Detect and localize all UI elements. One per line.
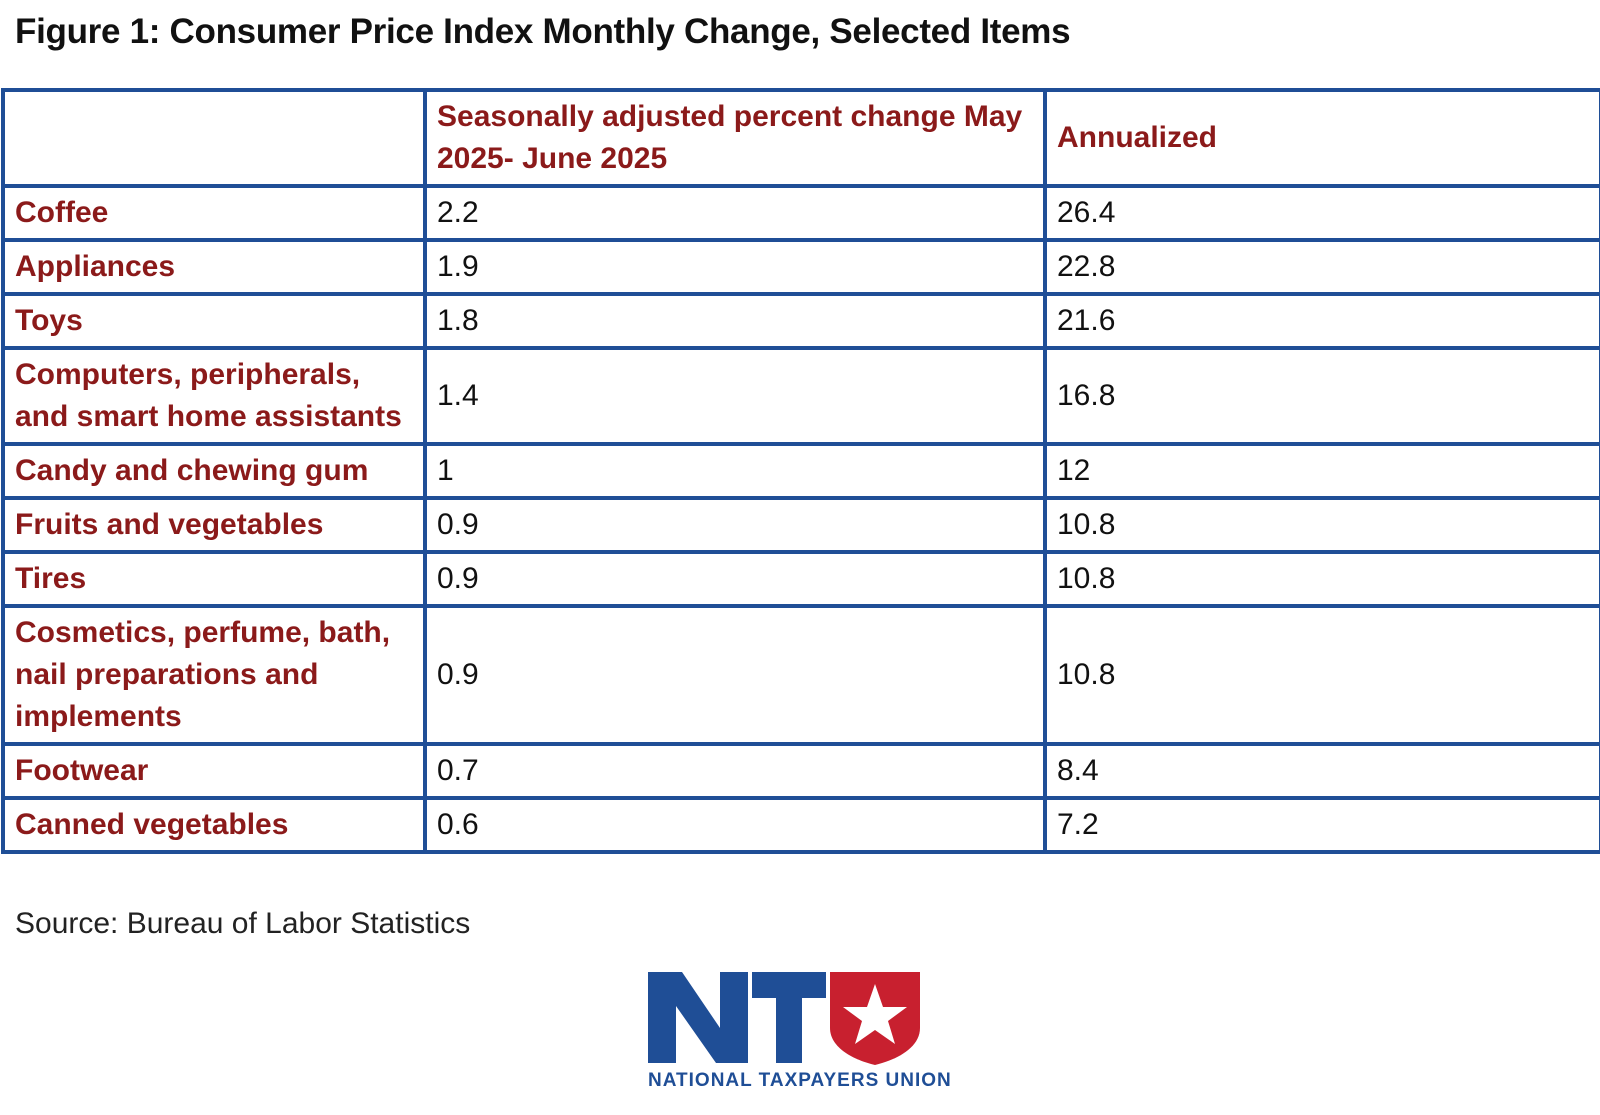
monthly-change-value: 1.8 (423, 292, 1047, 350)
table-row: Tires 0.9 10.8 (1, 550, 1600, 608)
figure-title: Figure 1: Consumer Price Index Monthly C… (15, 12, 1071, 51)
item-label: Fruits and vegetables (1, 496, 427, 554)
table-row: Candy and chewing gum 1 12 (1, 442, 1600, 500)
logo-letter-t (752, 972, 826, 1063)
annualized-value: 7.2 (1043, 796, 1600, 854)
cpi-table: Seasonally adjusted percent change May 2… (1, 88, 1600, 854)
logo-text: NATIONAL TAXPAYERS UNION (648, 1070, 952, 1091)
monthly-change-value: 0.9 (423, 496, 1047, 554)
table-row: Footwear 0.7 8.4 (1, 742, 1600, 800)
monthly-change-value: 0.9 (423, 604, 1047, 746)
annualized-value: 10.8 (1043, 550, 1600, 608)
table-row: Cosmetics, perfume, bath, nail preparati… (1, 604, 1600, 746)
monthly-change-value: 0.6 (423, 796, 1047, 854)
header-monthly-change: Seasonally adjusted percent change May 2… (423, 88, 1047, 188)
item-label: Coffee (1, 184, 427, 242)
monthly-change-value: 1 (423, 442, 1047, 500)
table-row: Coffee 2.2 26.4 (1, 184, 1600, 242)
source-note: Source: Bureau of Labor Statistics (15, 907, 471, 940)
table-row: Toys 1.8 21.6 (1, 292, 1600, 350)
ntu-logo: NATIONAL TAXPAYERS UNION (648, 970, 952, 1100)
monthly-change-value: 1.9 (423, 238, 1047, 296)
monthly-change-value: 0.7 (423, 742, 1047, 800)
annualized-value: 26.4 (1043, 184, 1600, 242)
annualized-value: 16.8 (1043, 346, 1600, 446)
star-icon (843, 984, 907, 1044)
header-item (1, 88, 427, 188)
annualized-value: 10.8 (1043, 496, 1600, 554)
item-label: Tires (1, 550, 427, 608)
item-label: Canned vegetables (1, 796, 427, 854)
ntu-logo-mark (648, 972, 920, 1065)
item-label: Footwear (1, 742, 427, 800)
table-row: Appliances 1.9 22.8 (1, 238, 1600, 296)
annualized-value: 22.8 (1043, 238, 1600, 296)
item-label: Appliances (1, 238, 427, 296)
item-label: Toys (1, 292, 427, 350)
annualized-value: 10.8 (1043, 604, 1600, 746)
annualized-value: 21.6 (1043, 292, 1600, 350)
item-label: Computers, peripherals, and smart home a… (1, 346, 427, 446)
cpi-table-container: Seasonally adjusted percent change May 2… (1, 88, 1600, 854)
table-row: Computers, peripherals, and smart home a… (1, 346, 1600, 446)
annualized-value: 12 (1043, 442, 1600, 500)
monthly-change-value: 2.2 (423, 184, 1047, 242)
logo-letter-n (648, 972, 748, 1063)
item-label: Cosmetics, perfume, bath, nail preparati… (1, 604, 427, 746)
table-row: Canned vegetables 0.6 7.2 (1, 796, 1600, 854)
monthly-change-value: 1.4 (423, 346, 1047, 446)
header-annualized: Annualized (1043, 88, 1600, 188)
annualized-value: 8.4 (1043, 742, 1600, 800)
header-row: Seasonally adjusted percent change May 2… (1, 88, 1600, 188)
monthly-change-value: 0.9 (423, 550, 1047, 608)
item-label: Candy and chewing gum (1, 442, 427, 500)
table-row: Fruits and vegetables 0.9 10.8 (1, 496, 1600, 554)
